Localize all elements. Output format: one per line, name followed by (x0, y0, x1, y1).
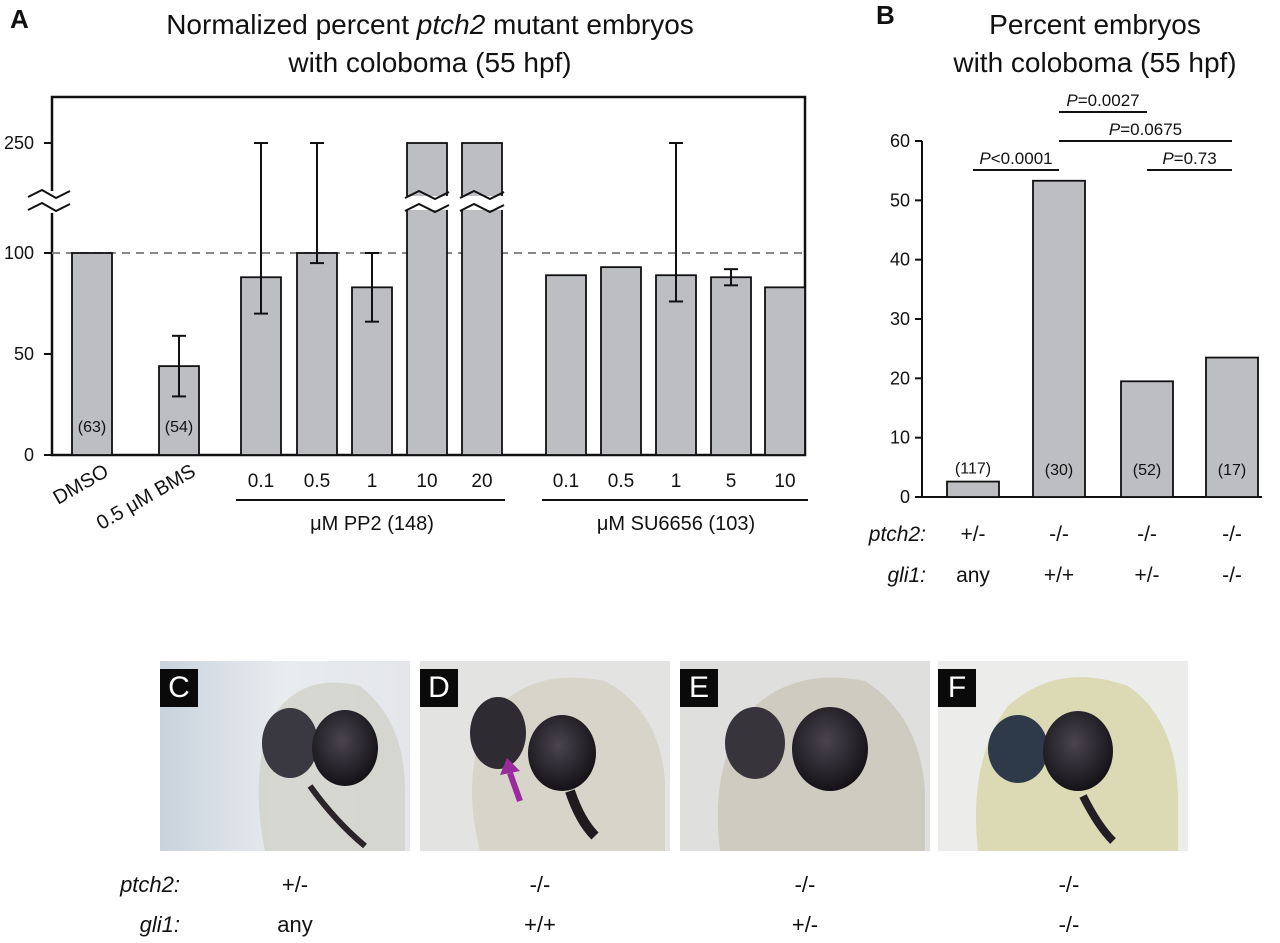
y-tick-label: 0 (900, 487, 910, 507)
y-tick-label: 60 (890, 131, 910, 151)
bar-n-label: (17) (1218, 462, 1246, 479)
embryo-photo-f: F (938, 661, 1188, 851)
embryo-photo-c: C (160, 661, 410, 851)
genotype-ptch2: +/- (960, 523, 985, 546)
embryo-d-image (420, 661, 670, 851)
bar-n-label: (54) (165, 419, 193, 436)
bar-n-label: (52) (1133, 462, 1161, 479)
y-tick-label: 30 (890, 309, 910, 329)
photo-e-label: E (680, 669, 718, 707)
embryo-f-image (938, 661, 1188, 851)
panel-b-title-line2: with coloboma (55 hpf) (952, 47, 1236, 78)
x-tick-label: 0.5 μM BMS (93, 460, 200, 534)
bar (71, 252, 113, 456)
genotype-gli1: +/- (1134, 564, 1159, 587)
photo-f-ptch2: -/- (1058, 872, 1080, 897)
embryo-photo-e: E (680, 661, 930, 851)
bar-n-label: (30) (1045, 462, 1073, 479)
x-tick-label: 5 (726, 471, 737, 492)
bar-break-mark (459, 202, 505, 214)
genotype-gli1: any (956, 564, 990, 587)
bar (946, 480, 1000, 498)
p-value-label: P=0.0027 (1066, 91, 1139, 110)
x-tick-label: 20 (471, 471, 492, 492)
x-tick-label: 10 (416, 471, 437, 492)
panel-a-title-line1: Normalized percent ptch2 mutant embryos (166, 9, 694, 40)
bar (710, 276, 752, 456)
bar-n-label: (63) (78, 419, 106, 436)
chart-b: 0 10 20 30 40 50 60 (117) +/- any (30) -/- +/+ (52) -/… (868, 91, 1262, 587)
photo-f-gli1: -/- (1058, 912, 1080, 937)
y-tick-label: 50 (14, 344, 34, 364)
p-value-label: P<0.0001 (979, 149, 1052, 168)
x-tick-label: 0.5 (608, 471, 634, 492)
panel-a-title-line2: with coloboma (55 hpf) (287, 47, 571, 78)
axis-break-mark (27, 201, 71, 213)
group-label: μM PP2 (148) (310, 513, 434, 535)
bar (240, 276, 282, 456)
y-tick-label: 0 (24, 445, 34, 465)
photo-d-label: D (420, 669, 458, 707)
photo-c-label: C (160, 669, 198, 707)
photo-e-gli1: +/- (791, 912, 819, 937)
bar (655, 274, 697, 456)
bar-break-mark (459, 189, 505, 201)
x-tick-label: 1 (367, 471, 378, 492)
y-tick-label: 250 (4, 133, 34, 153)
photo-c-gli1: any (277, 912, 313, 937)
y-tick-label: 20 (890, 368, 910, 388)
embryo-e-image (680, 661, 930, 851)
bar (1120, 380, 1174, 498)
photo-d-gli1: +/+ (524, 912, 556, 937)
embryo-c-image (160, 661, 410, 851)
y-tick-label: 50 (890, 190, 910, 210)
bar (296, 252, 338, 456)
x-tick-label: 0.1 (248, 471, 274, 492)
x-tick-label: 0.5 (304, 471, 330, 492)
x-tick-label: DMSO (50, 460, 113, 509)
coloboma-arrow-icon (500, 758, 523, 803)
genotype-ptch2: -/- (1137, 523, 1157, 546)
p-value-label: P=0.73 (1162, 149, 1216, 168)
group-label: μM SU6656 (103) (597, 513, 755, 535)
x-tick-label: 1 (671, 471, 682, 492)
panel-b-title-line1: Percent embryos (989, 9, 1201, 40)
bar (545, 274, 587, 456)
photo-d-ptch2: -/- (529, 872, 551, 897)
genotype-row-key: gli1: (887, 564, 926, 587)
genotype-ptch2: -/- (1222, 523, 1242, 546)
photo-c-ptch2: +/- (281, 872, 309, 897)
axis-break-mark (27, 188, 71, 200)
bar (1205, 356, 1259, 498)
photo-e-ptch2: -/- (794, 872, 816, 897)
bar-break-mark (404, 202, 450, 214)
bar (600, 266, 642, 456)
bar (1032, 179, 1086, 498)
photo-row-key-gli1: gli1: (139, 912, 180, 937)
x-tick-label: 0.1 (553, 471, 579, 492)
genotype-row-key: ptch2: (868, 523, 926, 546)
y-tick-label: 100 (4, 243, 34, 263)
y-tick-label: 40 (890, 250, 910, 270)
bar-break-mark (404, 189, 450, 201)
x-tick-label: 10 (774, 471, 795, 492)
photo-row-key-ptch2: ptch2: (120, 872, 180, 897)
panel-a-letter: A (10, 4, 29, 34)
embryo-photo-d: D (420, 661, 670, 851)
panel-b-letter: B (876, 0, 895, 30)
bar (461, 142, 503, 456)
bar (406, 142, 448, 456)
photo-f-label: F (938, 669, 976, 707)
genotype-gli1: -/- (1222, 564, 1242, 587)
bar-n-label: (117) (955, 461, 991, 478)
genotype-gli1: +/+ (1044, 564, 1074, 587)
y-tick-label: 10 (890, 428, 910, 448)
bar (764, 286, 806, 456)
p-value-label: P=0.0675 (1109, 120, 1182, 139)
genotype-ptch2: -/- (1049, 523, 1069, 546)
